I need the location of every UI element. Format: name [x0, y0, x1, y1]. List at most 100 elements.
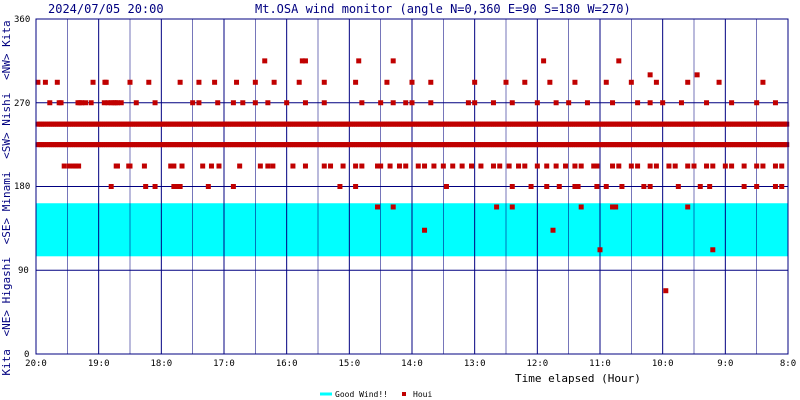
houi-point: [152, 184, 158, 189]
houi-point: [710, 163, 716, 169]
houi-point: [390, 58, 396, 64]
x-tick-label: 16:0: [276, 359, 298, 369]
y-axis-direction-label: Kita <NE> Higashi <SE> Minami <SW> Nishi…: [0, 20, 13, 375]
houi-point: [403, 100, 409, 106]
dir-sw: <SW> Nishi: [0, 93, 13, 159]
houi-point: [741, 184, 747, 189]
houi-point: [42, 142, 48, 148]
houi-point: [252, 79, 258, 85]
houi-point: [321, 163, 327, 169]
houi-point: [208, 163, 214, 169]
houi-point: [619, 184, 625, 189]
houi-point: [102, 79, 108, 85]
houi-point: [563, 163, 569, 169]
x-tick-label: 17:0: [213, 359, 235, 369]
houi-point: [666, 163, 672, 169]
x-tick-labels: 20:0 19:0 18:0 17:0 16:0 15:0 14:0 13:0 12:0 11:0…: [25, 359, 796, 369]
houi-point: [200, 163, 206, 169]
x-tick-label: 8:0: [780, 359, 796, 369]
houi-point: [610, 204, 616, 210]
houi-point: [678, 100, 684, 106]
houi-point: [396, 163, 402, 169]
houi-point: [710, 247, 716, 253]
houi-point: [127, 79, 133, 85]
houi-point: [270, 163, 276, 169]
houi-point: [741, 163, 747, 169]
houi-point: [647, 100, 653, 106]
houi-point: [635, 163, 641, 169]
houi-point: [302, 58, 308, 64]
houi-point: [118, 100, 124, 106]
y-tick-label: 180: [14, 182, 30, 192]
houi-point: [409, 100, 415, 106]
houi-point: [359, 100, 365, 106]
houi-point: [616, 163, 622, 169]
houi-point: [409, 79, 415, 85]
houi-point: [647, 163, 653, 169]
houi-point: [378, 163, 384, 169]
houi-point: [784, 142, 790, 148]
houi-point: [704, 100, 710, 106]
houi-point: [660, 100, 666, 106]
houi-point: [422, 227, 428, 233]
x-tick-label: 19:0: [88, 359, 110, 369]
houi-point: [704, 163, 710, 169]
houi-point: [284, 100, 290, 106]
houi-point: [212, 79, 218, 85]
houi-point: [553, 163, 559, 169]
houi-point: [328, 163, 334, 169]
houi-point: [190, 100, 196, 106]
houi-point: [252, 100, 258, 106]
houi-point: [509, 184, 515, 189]
houi-point: [572, 163, 578, 169]
houi-point: [550, 227, 556, 233]
houi-point: [772, 100, 778, 106]
houi-point: [403, 163, 409, 169]
y-tick-label: 360: [14, 15, 30, 25]
houi-point: [196, 79, 202, 85]
houi-point: [114, 100, 120, 106]
houi-point: [672, 163, 678, 169]
houi-point: [641, 184, 647, 189]
houi-point: [146, 79, 152, 85]
houi-point: [375, 163, 381, 169]
houi-point: [42, 121, 48, 127]
houi-point: [234, 79, 240, 85]
dir-ne: <NE> Higashi: [0, 257, 13, 336]
houi-point: [647, 72, 653, 78]
houi-point: [390, 204, 396, 210]
houi-point: [594, 163, 600, 169]
houi-point: [440, 163, 446, 169]
chart-title: Mt.OSA wind monitor (angle N=0,360 E=90 …: [255, 2, 631, 16]
houi-point: [353, 163, 359, 169]
houi-point: [262, 58, 268, 64]
x-tick-label: 9:0: [717, 359, 733, 369]
houi-point: [321, 79, 327, 85]
houi-point: [265, 100, 271, 106]
houi-point: [459, 163, 465, 169]
houi-point: [509, 100, 515, 106]
legend-good-wind-label: Good Wind!!: [335, 390, 388, 399]
plot-frame: [35, 18, 789, 355]
houi-point: [443, 184, 449, 189]
houi-point: [337, 184, 343, 189]
houi-point: [556, 184, 562, 189]
houi-point: [578, 204, 584, 210]
houi-point: [566, 100, 572, 106]
houi-point: [534, 163, 540, 169]
houi-point: [205, 184, 211, 189]
houi-point: [490, 100, 496, 106]
houi-point: [603, 79, 609, 85]
houi-point: [101, 100, 107, 106]
houi-point: [584, 100, 590, 106]
houi-point: [105, 100, 111, 106]
houi-point: [90, 79, 96, 85]
x-tick-label: 13:0: [464, 359, 486, 369]
houi-point: [359, 163, 365, 169]
houi-point: [685, 204, 691, 210]
houi-point: [422, 163, 428, 169]
houi-point: [506, 163, 512, 169]
houi-point: [544, 184, 550, 189]
